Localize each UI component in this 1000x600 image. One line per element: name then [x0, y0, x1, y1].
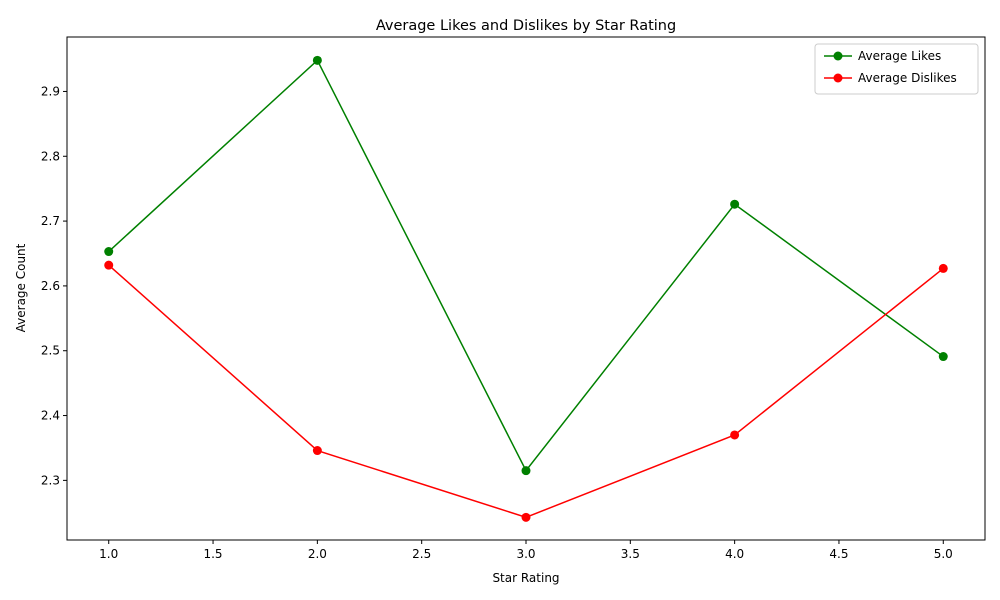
- data-point: [312, 446, 322, 456]
- y-tick-label: 2.3: [41, 473, 60, 487]
- legend-label: Average Dislikes: [858, 71, 957, 85]
- plot-area-frame: [66, 36, 986, 541]
- y-tick-label: 2.8: [41, 149, 60, 163]
- y-tick-label: 2.7: [41, 214, 60, 228]
- series-line-2: [108, 264, 944, 519]
- x-tick-label: 4.0: [725, 547, 744, 561]
- data-point: [730, 199, 740, 209]
- data-point: [104, 260, 114, 270]
- x-tick-label: 3.5: [621, 547, 640, 561]
- data-point: [938, 352, 948, 362]
- x-tick-label: 2.0: [308, 547, 327, 561]
- data-point: [521, 512, 531, 522]
- legend-marker: [833, 73, 843, 83]
- x-tick-label: 4.5: [829, 547, 848, 561]
- data-point: [312, 55, 322, 65]
- y-tick-label: 2.6: [41, 279, 60, 293]
- legend-box: [814, 43, 979, 95]
- x-tick-label: 1.0: [99, 547, 118, 561]
- legend-marker: [833, 51, 843, 61]
- y-tick-label: 2.9: [41, 84, 60, 98]
- x-tick-label: 2.5: [412, 547, 431, 561]
- data-point: [104, 247, 114, 257]
- x-axis-title: Star Rating: [492, 571, 559, 585]
- chart-title: Average Likes and Dislikes by Star Ratin…: [376, 18, 676, 34]
- y-axis-title: Average Count: [14, 243, 28, 332]
- data-point: [730, 430, 740, 440]
- y-tick-label: 2.4: [41, 409, 60, 423]
- data-point: [938, 263, 948, 273]
- series-line-1: [108, 59, 944, 473]
- x-tick-label: 3.0: [516, 547, 535, 561]
- x-tick-label: 5.0: [934, 547, 953, 561]
- legend: Average Likes Average Dislikes: [814, 43, 979, 95]
- ticks-layer: 1.0 1.5 2.0 2.5 3.0 3.5 4.0 4.5 5.0 2.3 2.4 2.5 2.6 2…: [41, 84, 953, 561]
- x-tick-label: 1.5: [203, 547, 222, 561]
- legend-label: Average Likes: [858, 49, 941, 63]
- series-layer: [104, 55, 948, 522]
- y-tick-label: 2.5: [41, 344, 60, 358]
- data-point: [521, 466, 531, 476]
